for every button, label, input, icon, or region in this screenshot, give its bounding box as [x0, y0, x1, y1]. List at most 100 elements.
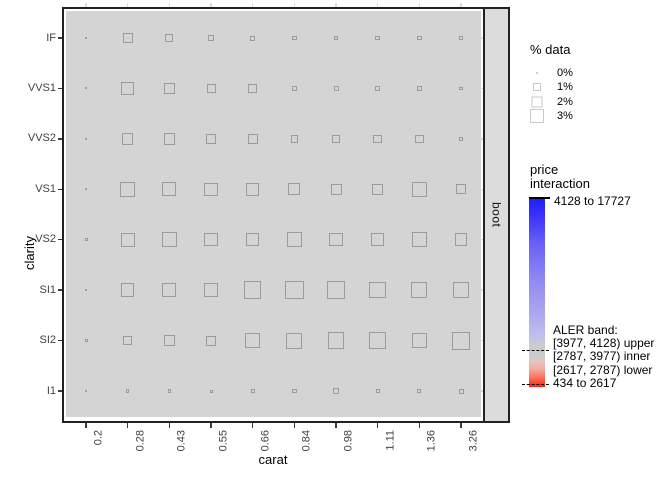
data-square — [411, 231, 428, 248]
x-axis-tick-label: 0.2 — [92, 429, 105, 445]
data-square — [245, 182, 260, 197]
data-square — [372, 183, 384, 195]
color-legend: price interaction 4128 to 17727 ALER ban… — [522, 163, 654, 390]
facet-strip-label: boot — [489, 202, 504, 228]
data-square — [327, 332, 345, 349]
y-axis-tick-label: VVS2 — [27, 132, 56, 145]
data-square — [209, 389, 213, 393]
colorbar-tick-upper-band — [522, 350, 549, 351]
size-legend-entry: 2% — [528, 95, 573, 109]
data-square — [85, 87, 87, 90]
data-square — [85, 137, 87, 140]
data-square — [85, 188, 87, 191]
x-axis-tick-top — [418, 2, 421, 7]
data-square — [333, 388, 339, 394]
data-square — [416, 85, 422, 91]
data-square — [84, 339, 88, 343]
data-square — [162, 283, 177, 298]
data-square — [162, 182, 177, 197]
x-axis-tick-top — [85, 2, 87, 7]
data-square — [375, 35, 380, 41]
y-axis-tick-label: VS2 — [35, 233, 56, 246]
data-square — [120, 232, 135, 247]
y-axis-tick — [57, 238, 62, 241]
data-square — [122, 33, 133, 43]
data-square — [248, 83, 258, 93]
data-square — [85, 37, 87, 39]
data-square — [286, 332, 303, 349]
size-legend: % data 0% 1% 2% 3% — [528, 42, 573, 124]
colorbar-top-range-label: 4128 to 17727 — [554, 194, 631, 208]
x-axis-tick — [210, 423, 212, 428]
data-square — [245, 232, 260, 247]
data-square — [456, 184, 467, 195]
data-square — [204, 182, 218, 197]
y-axis-tick-label: SI2 — [39, 334, 56, 347]
data-square — [375, 85, 381, 91]
data-square — [458, 388, 464, 394]
data-square — [292, 388, 297, 394]
data-square — [245, 333, 260, 348]
data-square — [164, 335, 175, 346]
x-axis-tick-label: 1.36 — [425, 429, 438, 451]
x-axis-tick-top — [251, 2, 254, 7]
size-legend-label: 2% — [557, 95, 573, 108]
size-legend-entry: 0% — [528, 66, 573, 80]
data-square — [85, 390, 87, 392]
data-square — [207, 34, 215, 42]
data-square — [459, 86, 463, 91]
size-legend-key-3pct — [528, 109, 546, 124]
y-axis-tick-right — [479, 188, 483, 191]
y-axis-tick-right — [479, 87, 483, 90]
data-square — [333, 35, 339, 41]
data-square — [119, 181, 136, 198]
data-square — [203, 282, 219, 298]
data-square — [330, 183, 342, 195]
x-axis-tick — [460, 423, 462, 428]
data-square — [417, 389, 422, 393]
data-square — [458, 136, 464, 142]
y-axis-tick-label: VS1 — [35, 182, 56, 195]
y-axis-tick — [57, 390, 62, 392]
data-square — [121, 133, 134, 145]
x-axis-tick-label: 0.55 — [217, 429, 230, 451]
data-square — [247, 133, 258, 144]
x-axis-tick — [293, 423, 296, 428]
data-square — [163, 133, 176, 145]
data-square — [375, 389, 380, 393]
x-axis-tick-top — [460, 2, 462, 7]
data-square — [411, 282, 428, 299]
x-axis-tick-label: 3.26 — [467, 429, 480, 451]
aler-line: 434 to 2617 — [553, 375, 617, 390]
x-axis-tick-top — [168, 2, 171, 7]
data-square — [206, 133, 216, 144]
data-square — [459, 36, 463, 40]
data-square — [415, 134, 424, 144]
data-square — [125, 389, 130, 393]
data-square — [369, 281, 386, 299]
data-square — [452, 331, 471, 350]
x-axis-tick — [168, 423, 171, 428]
y-axis-tick — [57, 87, 62, 90]
data-square — [331, 134, 341, 144]
x-axis-tick — [126, 423, 129, 428]
data-square — [285, 280, 304, 300]
y-axis-tick-label: VVS1 — [27, 81, 56, 94]
y-axis-tick-label: I1 — [46, 384, 56, 397]
color-legend-title-line2: interaction — [530, 175, 590, 191]
aler-band-annotation: ALER band: [3977, 4128) upper [2787, 397… — [553, 323, 654, 390]
data-square — [121, 81, 135, 95]
y-axis-tick-label: SI1 — [39, 283, 56, 296]
data-square — [85, 289, 87, 292]
y-axis-tick — [57, 37, 62, 39]
size-legend-label: 0% — [557, 67, 573, 79]
price-colorbar-gradient — [529, 197, 545, 387]
size-legend-key-1pct — [528, 80, 546, 94]
y-axis-tick-right — [479, 390, 483, 392]
data-square — [373, 134, 382, 144]
colorbar-tick-bottom — [522, 384, 549, 385]
y-axis-tick-label: IF — [46, 31, 56, 44]
size-legend-entry: 1% — [528, 80, 573, 94]
size-legend-key-0pct — [528, 66, 546, 80]
